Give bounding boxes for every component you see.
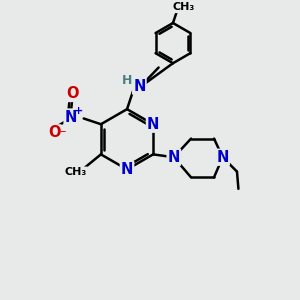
Text: N: N	[133, 79, 145, 94]
Text: O: O	[48, 125, 61, 140]
Text: +: +	[74, 106, 83, 116]
Text: CH₃: CH₃	[65, 167, 87, 178]
Text: N: N	[216, 150, 229, 165]
Text: ⁻: ⁻	[59, 128, 65, 141]
Text: N: N	[64, 110, 77, 124]
Text: N: N	[168, 150, 180, 165]
Text: N: N	[121, 162, 133, 177]
Text: O: O	[66, 86, 79, 101]
Text: H: H	[122, 74, 132, 87]
Text: N: N	[147, 117, 159, 132]
Text: CH₃: CH₃	[172, 2, 195, 12]
